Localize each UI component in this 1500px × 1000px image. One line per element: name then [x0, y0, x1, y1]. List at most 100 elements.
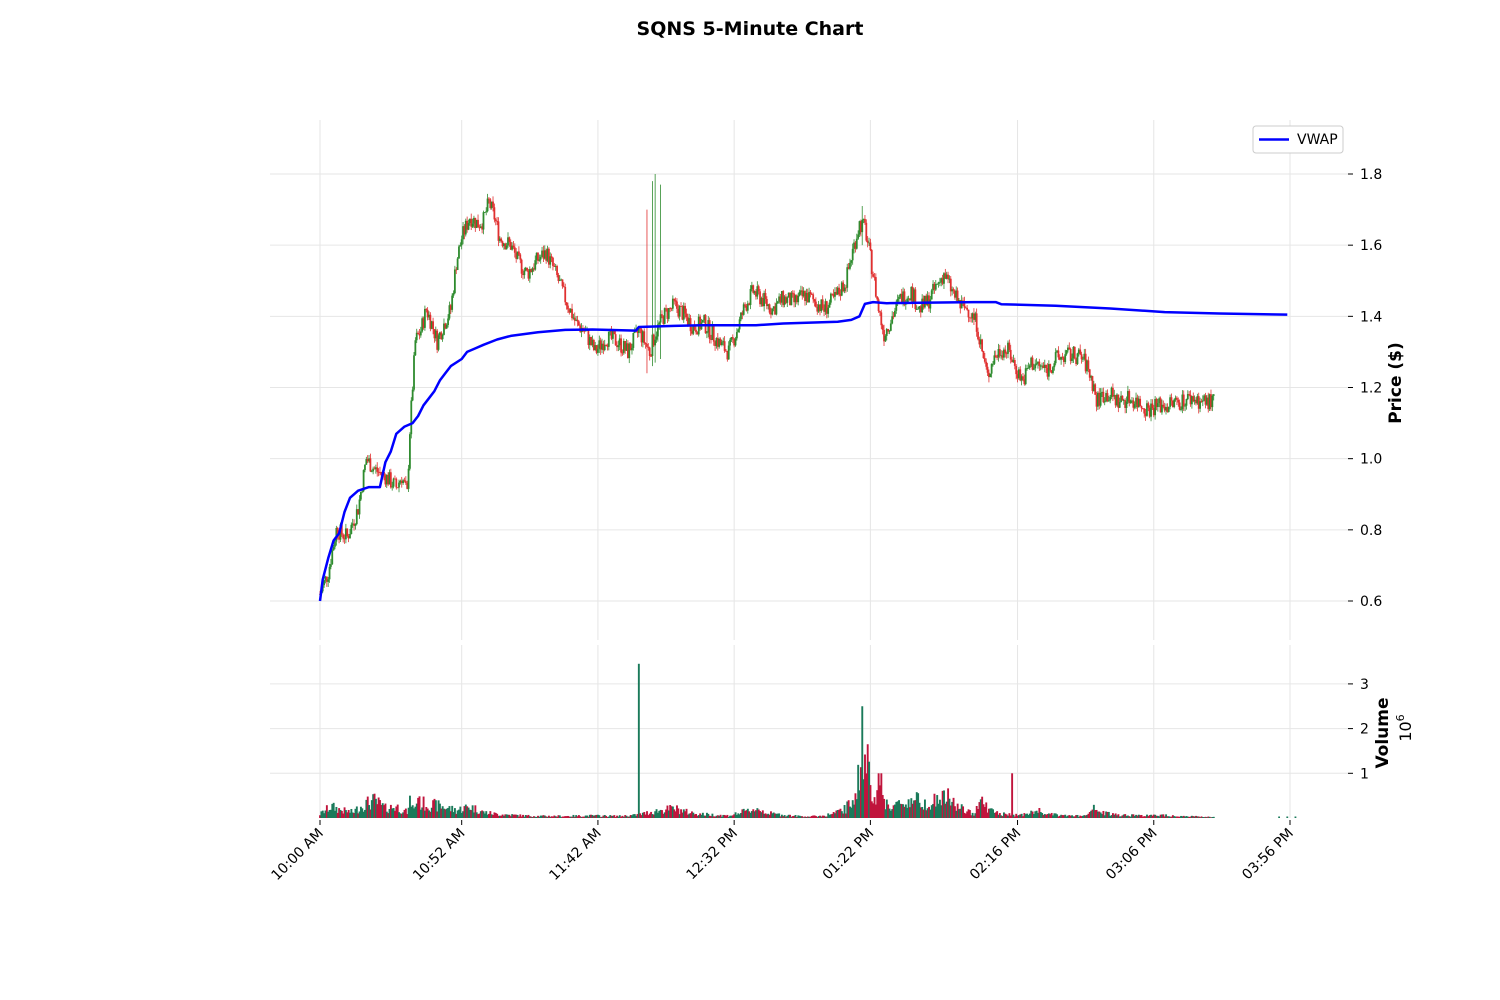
candle-body — [914, 289, 917, 310]
candle-body — [562, 286, 565, 288]
volume-bar — [652, 814, 655, 818]
candle-body — [913, 289, 915, 303]
volume-bar — [891, 809, 894, 818]
candle-body — [640, 329, 643, 343]
candle-body — [951, 289, 954, 292]
volume-bar — [1057, 816, 1060, 818]
volume-bar — [1045, 814, 1048, 818]
volume-bar — [1122, 814, 1125, 818]
candle-body — [648, 347, 651, 356]
candle-body — [1192, 396, 1195, 402]
candle-body — [643, 331, 646, 343]
volume-bar — [857, 764, 860, 818]
volume-bar — [522, 814, 524, 818]
volume-bar — [953, 806, 956, 818]
volume-bar — [923, 799, 926, 818]
candle-body — [1079, 349, 1082, 355]
candle-body — [1196, 396, 1199, 404]
volume-bar — [744, 810, 747, 818]
candle-body — [601, 343, 603, 350]
candle-body — [494, 219, 497, 221]
volume-bar — [407, 807, 410, 818]
candle-body — [813, 299, 816, 302]
price-tick-label: 1.0 — [1360, 452, 1382, 468]
candle-body — [677, 308, 680, 317]
candle-body — [483, 212, 486, 213]
volume-bar — [1101, 814, 1103, 818]
candle-body — [331, 550, 334, 565]
candle-body — [365, 459, 368, 465]
volume-bar — [516, 814, 519, 818]
volume-bar — [919, 807, 922, 818]
volume-tick-label: 2 — [1360, 722, 1369, 738]
candle-body — [872, 274, 875, 277]
candle-body — [1155, 398, 1158, 408]
volume-bar — [791, 816, 794, 818]
volume-bar — [700, 814, 703, 818]
candle-body — [688, 318, 691, 326]
volume-bar — [892, 805, 895, 818]
volume-bar — [598, 815, 601, 818]
volume-bar — [756, 808, 759, 818]
candle-body — [665, 308, 667, 310]
candle-body — [794, 295, 797, 303]
volume-bar — [865, 773, 868, 818]
volume-bar — [1038, 808, 1041, 818]
volume-bar — [1031, 811, 1034, 818]
volume-bar — [943, 790, 945, 818]
candle-body — [542, 250, 545, 259]
candle-body — [656, 324, 659, 337]
volume-bar — [828, 814, 831, 818]
candle-body — [797, 295, 800, 303]
candle-body — [800, 290, 802, 292]
volume-bar — [394, 810, 396, 818]
volume-bar — [814, 815, 817, 818]
volume-bar — [372, 794, 375, 818]
volume-bar — [415, 803, 418, 818]
candle-body — [436, 330, 439, 350]
candle-body — [651, 334, 654, 357]
candle-body — [1095, 394, 1098, 407]
volume-bar — [1047, 813, 1050, 818]
volume-bar — [534, 816, 537, 818]
volume-bar — [538, 816, 541, 818]
candle-body — [374, 467, 377, 469]
volume-bar — [677, 808, 680, 818]
candle-body — [518, 251, 520, 255]
volume-bar — [403, 809, 406, 818]
candle-body — [963, 301, 966, 308]
volume-bar — [501, 814, 504, 818]
volume-bar — [353, 813, 356, 818]
candle-body — [1099, 393, 1102, 406]
candle-body — [870, 250, 873, 275]
candle-body — [590, 337, 593, 346]
candle-body — [588, 337, 591, 346]
volume-bar — [681, 812, 684, 818]
candle-body — [569, 308, 572, 313]
candle-body — [810, 293, 813, 295]
candle-body — [426, 309, 429, 318]
candle-body — [936, 283, 939, 285]
volume-bar — [737, 813, 740, 818]
candle-body — [776, 301, 779, 304]
candle-body — [911, 286, 914, 303]
candle-body — [402, 480, 405, 484]
candle-body — [1131, 400, 1133, 402]
volume-bar — [1171, 815, 1174, 818]
candle-body — [606, 345, 609, 347]
volume-bar — [872, 803, 875, 818]
volume-bar — [327, 811, 330, 818]
volume-bar — [579, 816, 582, 818]
candle-body — [997, 349, 1000, 358]
candle-body — [524, 267, 527, 271]
vwap-series — [318, 300, 1288, 602]
volume-bar — [425, 807, 428, 818]
candle-body — [481, 226, 484, 230]
candle-body — [864, 218, 866, 223]
candle-body — [631, 347, 633, 351]
candle-body — [719, 338, 722, 346]
candle-body — [1159, 398, 1162, 413]
candle-body — [1069, 349, 1072, 361]
volume-bar — [550, 816, 553, 818]
volume-bar — [614, 817, 617, 818]
